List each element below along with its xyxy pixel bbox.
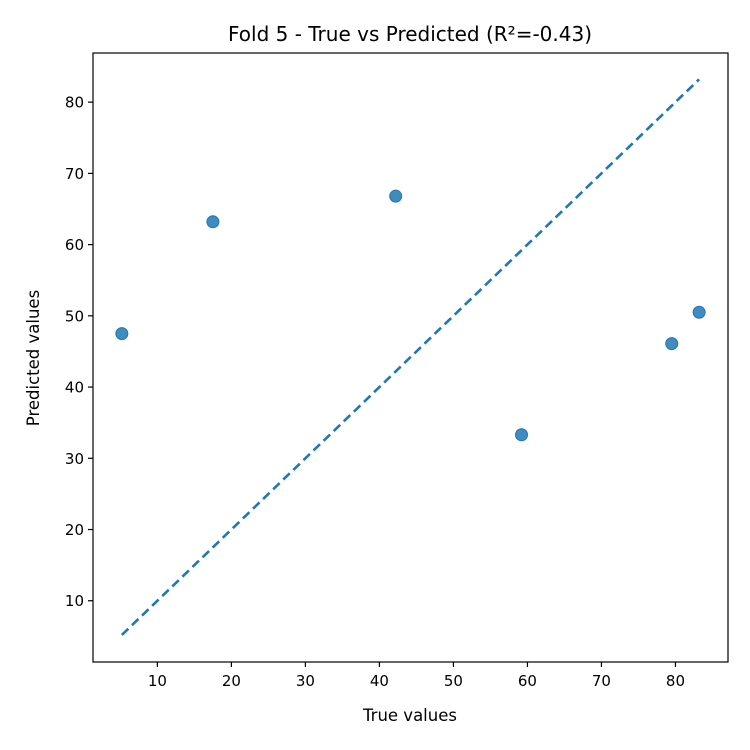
- y-axis-ticks: 10 20 30 40 50 60 70 80: [65, 94, 93, 610]
- y-tick-label: 50: [65, 307, 84, 325]
- y-tick-label: 10: [65, 592, 84, 610]
- y-tick-label: 80: [65, 94, 84, 112]
- data-point: [115, 327, 129, 341]
- data-point: [665, 337, 679, 351]
- y-tick-label: 30: [65, 450, 84, 468]
- data-point: [389, 189, 403, 203]
- x-tick-label: 10: [148, 672, 167, 690]
- y-tick-label: 70: [65, 165, 84, 183]
- plot-frame: [92, 52, 729, 663]
- x-tick-label: 50: [444, 672, 463, 690]
- identity-reference-line: [120, 78, 701, 636]
- x-axis-ticks: 10 20 30 40 50 60 70 80: [148, 662, 685, 690]
- chart-title: Fold 5 - True vs Predicted (R²=-0.43): [228, 22, 592, 46]
- y-tick-label: 60: [65, 236, 84, 254]
- data-points: [115, 189, 706, 442]
- data-point: [206, 215, 220, 229]
- y-tick-label: 20: [65, 521, 84, 539]
- data-point: [515, 428, 529, 442]
- x-tick-label: 40: [370, 672, 389, 690]
- data-point: [692, 305, 706, 319]
- x-tick-label: 30: [296, 672, 315, 690]
- x-tick-label: 20: [222, 672, 241, 690]
- x-tick-label: 70: [592, 672, 611, 690]
- x-tick-label: 80: [666, 672, 685, 690]
- y-axis-label: Predicted values: [24, 290, 43, 426]
- x-tick-label: 60: [518, 672, 537, 690]
- y-tick-label: 40: [65, 379, 84, 397]
- x-axis-label: True values: [362, 706, 457, 725]
